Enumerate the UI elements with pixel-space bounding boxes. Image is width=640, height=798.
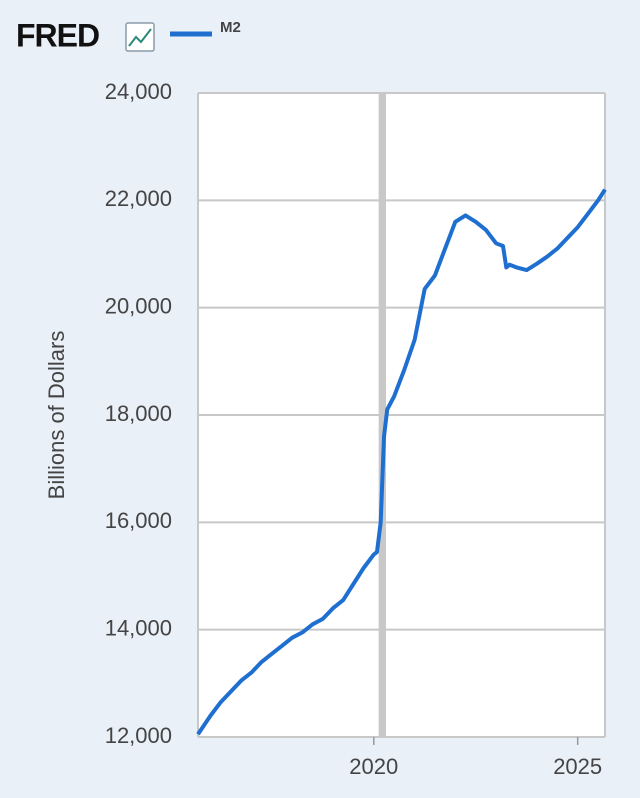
logo: FRED bbox=[16, 17, 99, 53]
y-axis-label: Billions of Dollars bbox=[44, 331, 69, 500]
data-line bbox=[196, 188, 607, 736]
x-tick-label: 2025 bbox=[553, 754, 602, 779]
y-tick-label: 16,000 bbox=[105, 508, 172, 533]
y-tick-label: 14,000 bbox=[105, 615, 172, 640]
y-tick-label: 12,000 bbox=[105, 723, 172, 748]
logo-icon bbox=[125, 22, 155, 52]
legend-label: M2 bbox=[220, 19, 241, 36]
x-tick-label: 2020 bbox=[349, 754, 398, 779]
y-tick-label: 24,000 bbox=[105, 79, 172, 104]
y-tick-label: 18,000 bbox=[105, 401, 172, 426]
y-tick-label: 22,000 bbox=[105, 186, 172, 211]
y-tick-label: 20,000 bbox=[105, 293, 172, 318]
